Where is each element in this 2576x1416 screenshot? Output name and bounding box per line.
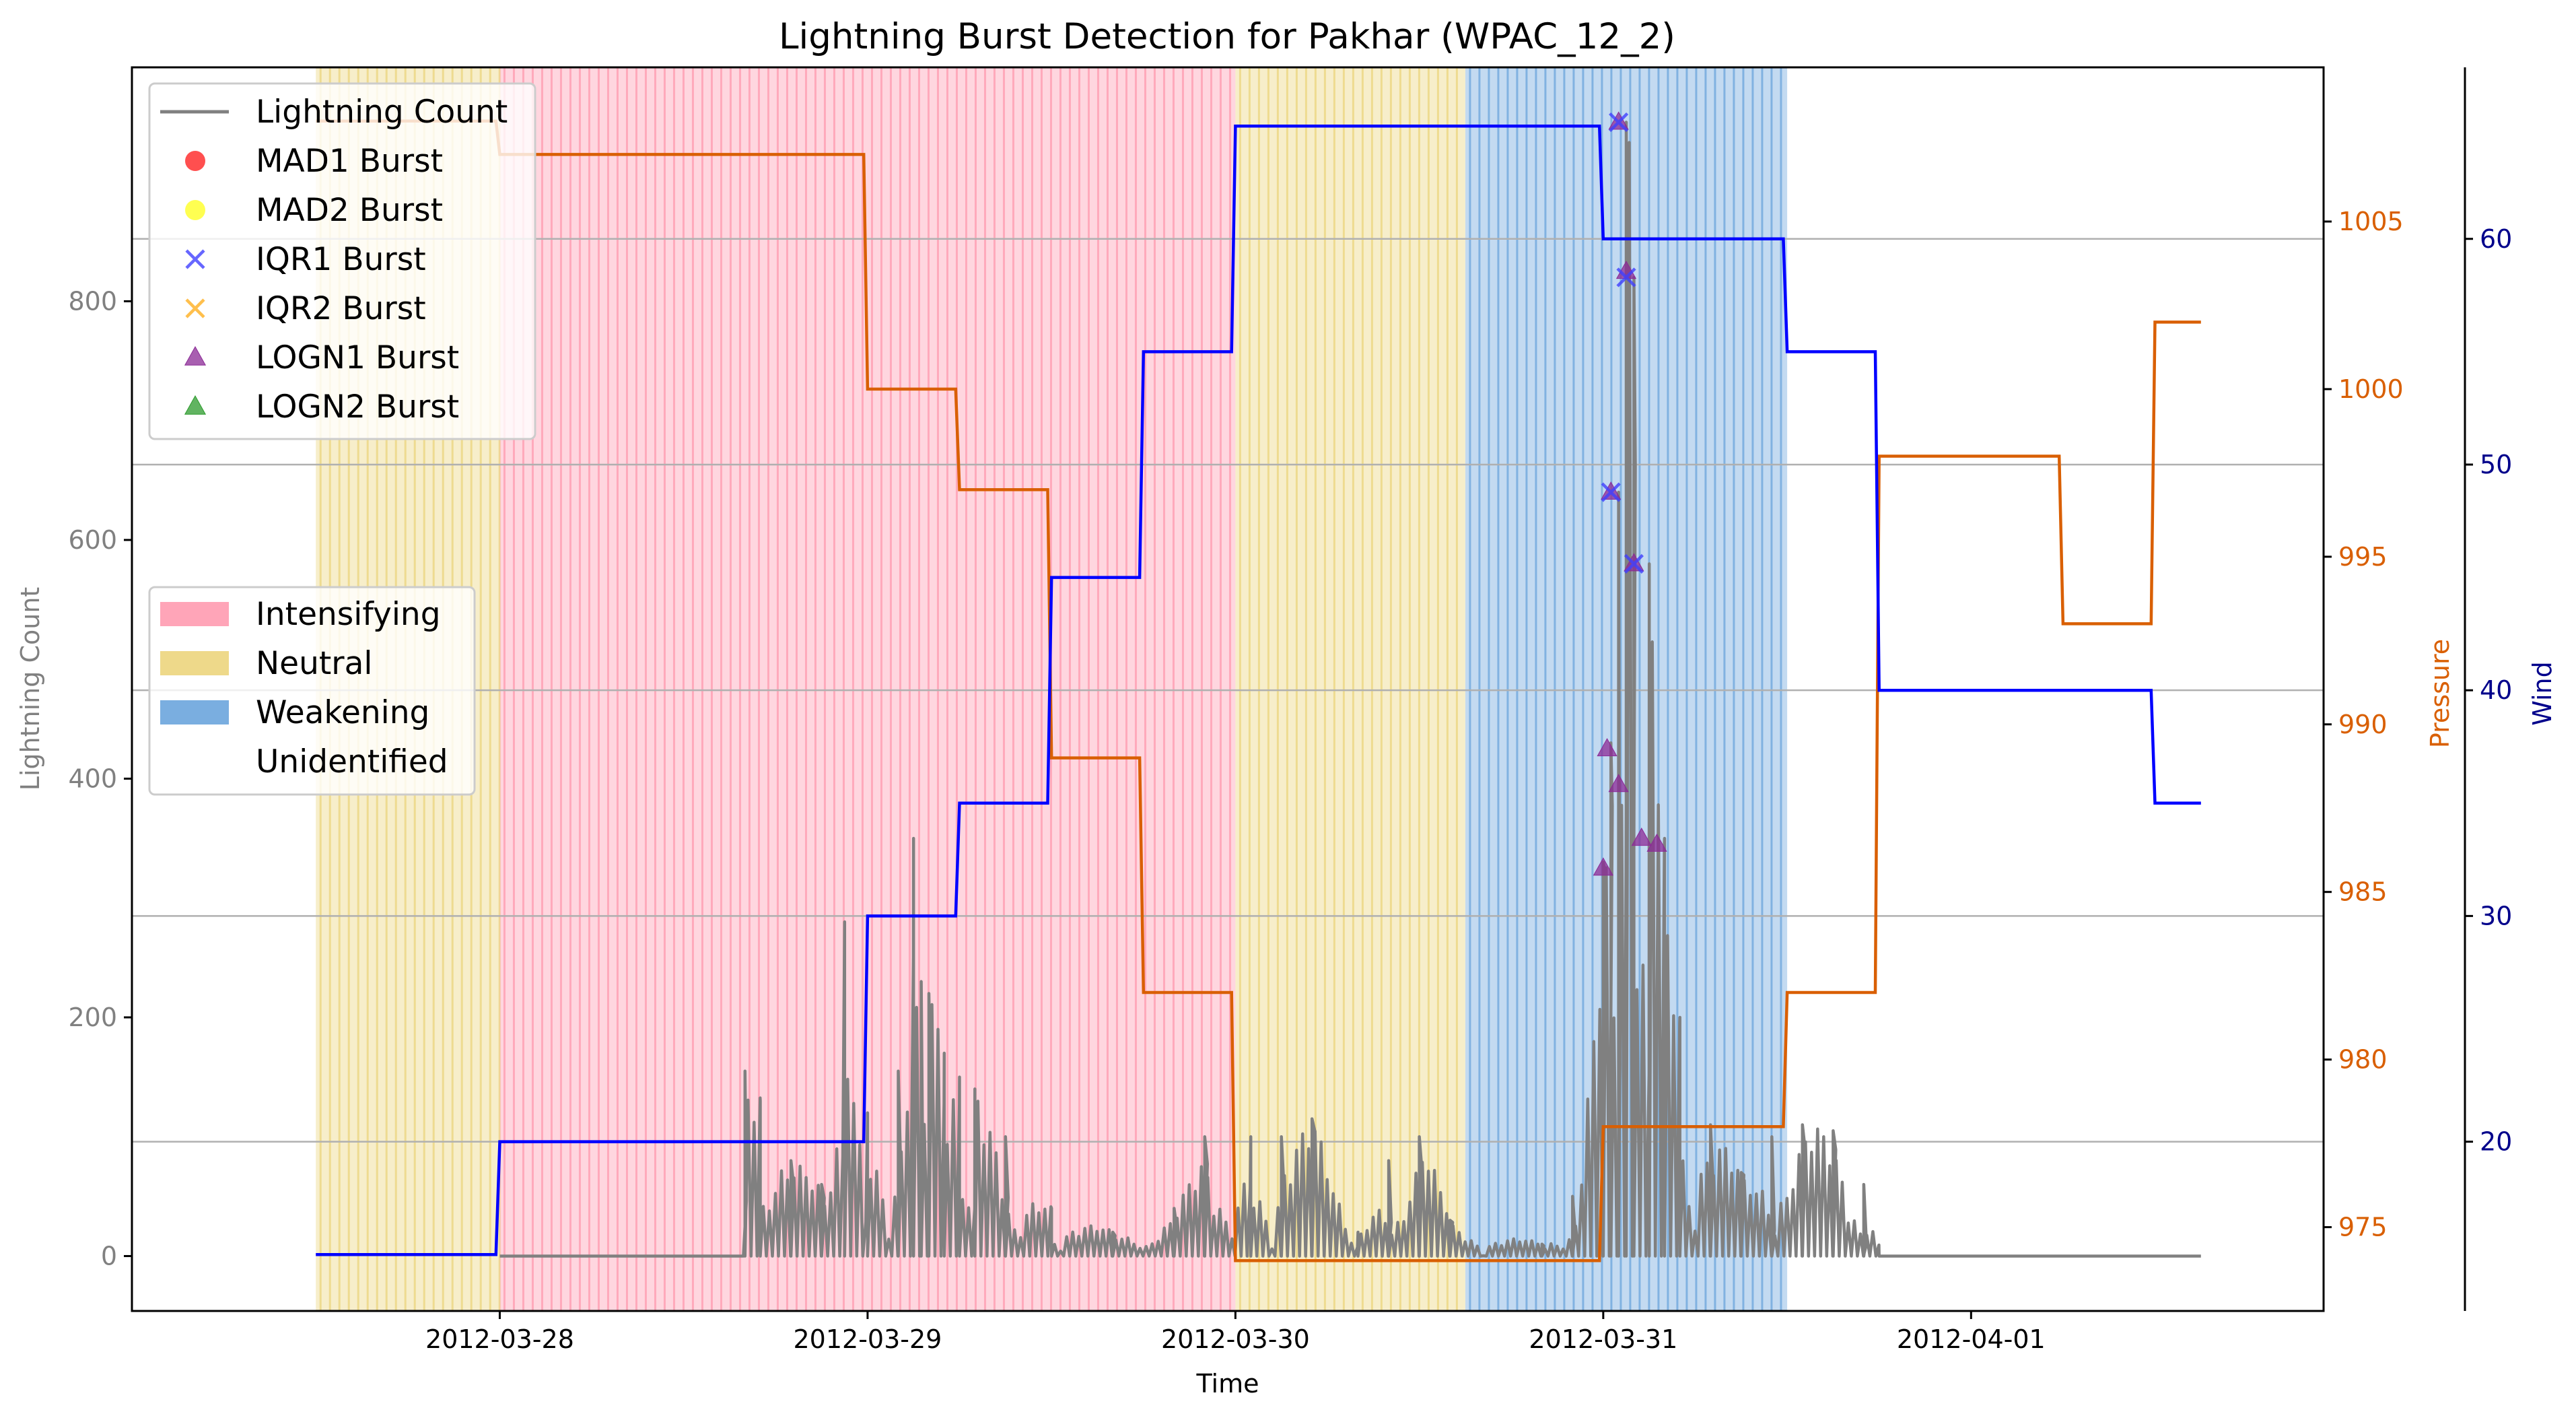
- logn1-burst-marker-7: [1631, 828, 1652, 846]
- legend-phase-label: Neutral: [256, 645, 372, 682]
- pressure-line: [316, 119, 2201, 1262]
- legend-x-swatch: [185, 298, 205, 318]
- y-pressure-tick-label: 990: [2338, 710, 2388, 739]
- phase-band-2: [1235, 67, 1465, 1311]
- legend-phase-swatch: [160, 602, 229, 626]
- logn1-burst-marker-0: [1593, 857, 1613, 876]
- chart-title: Lightning Burst Detection for Pakhar (WP…: [779, 16, 1675, 57]
- y-wind-tick-label: 50: [2480, 450, 2512, 479]
- y-left-tick-label: 0: [101, 1241, 117, 1271]
- logn1-burst-marker-3: [1608, 774, 1629, 793]
- series-lines: [316, 119, 2201, 1262]
- legend-phase-label: Intensifying: [256, 596, 441, 633]
- legend-markers: Lightning Count MAD1 Burst MAD2 Burst IQR1 …: [148, 82, 536, 440]
- plot-frame: [131, 66, 2325, 1312]
- x-tick-label: 2012-03-30: [1161, 1324, 1310, 1354]
- x-tick-label: 2012-04-01: [1897, 1324, 2046, 1354]
- phase-band-1: [499, 67, 1236, 1311]
- y-pressure-tick-label: 995: [2338, 542, 2388, 572]
- legend-phase-swatch: [160, 651, 229, 675]
- legend-label: LOGN1 Burst: [256, 339, 459, 376]
- legend-label: MAD2 Burst: [256, 192, 443, 229]
- legend-circle-swatch: [185, 151, 205, 171]
- legend-phases-box: [148, 586, 476, 796]
- y-pressure-tick-label: 980: [2338, 1045, 2388, 1075]
- y-pressure-tick-label: 1005: [2338, 207, 2404, 236]
- y-pressure-tick-label: 1000: [2338, 374, 2404, 404]
- y-wind-tick-label: 30: [2480, 901, 2512, 931]
- iqr1-burst-marker-2: [1616, 267, 1636, 288]
- lightning-count-line: [499, 121, 2201, 1258]
- axes: 0 200 400 600 800 975 980 985 990 995 1000 1005 20 30…: [68, 67, 2512, 1354]
- x-axis-label: Time: [1196, 1369, 1259, 1398]
- y-axis-label-pressure: Pressure: [2425, 639, 2455, 748]
- logn1-burst-marker-8: [1646, 833, 1667, 852]
- legend-phases: Intensifying Neutral Weakening Unidentified: [148, 586, 476, 796]
- legend-markers-box: [148, 82, 536, 440]
- y-axis-label-left: Lightning Count: [15, 587, 45, 791]
- legend-triangle-swatch: [184, 395, 207, 415]
- y-left-tick-label: 200: [68, 1003, 117, 1032]
- x-tick-label: 2012-03-28: [425, 1324, 574, 1354]
- legend-label: IQR1 Burst: [256, 241, 426, 278]
- y-wind-tick-label: 20: [2480, 1127, 2512, 1157]
- y-wind-tick-label: 60: [2480, 224, 2512, 254]
- legend-label: Lightning Count: [256, 94, 508, 131]
- legend-circle-swatch: [185, 200, 205, 220]
- legend-label: LOGN2 Burst: [256, 389, 459, 426]
- legend-phase-label: Weakening: [256, 694, 429, 731]
- legend-phase-swatch: [160, 700, 229, 724]
- wind-line: [316, 124, 2201, 1256]
- legend-triangle-swatch: [184, 345, 207, 366]
- logn1-burst-marker-1: [1597, 738, 1617, 757]
- phase-stripes-3: [1469, 67, 1782, 1311]
- x-tick-label: 2012-03-31: [1529, 1324, 1677, 1354]
- legend-phase-label: Unidentified: [256, 743, 448, 780]
- burst-markers: [1593, 111, 1667, 876]
- y-left-tick-label: 400: [68, 764, 117, 793]
- phase-stripes-2: [1239, 67, 1458, 1311]
- y-wind-tick-label: 40: [2480, 675, 2512, 705]
- legend-label: IQR2 Burst: [256, 290, 426, 327]
- iqr1-burst-marker-0: [1601, 482, 1621, 502]
- y-left-tick-label: 600: [68, 525, 117, 555]
- legend-label: MAD1 Burst: [256, 143, 443, 180]
- phase-stripes-1: [503, 67, 1231, 1311]
- y-pressure-tick-label: 985: [2338, 877, 2388, 907]
- y-left-tick-label: 800: [68, 286, 117, 316]
- iqr1-burst-marker-3: [1624, 553, 1644, 574]
- y-pressure-tick-label: 975: [2338, 1213, 2388, 1242]
- legend-x-swatch: [185, 249, 205, 269]
- x-tick-label: 2012-03-29: [794, 1324, 942, 1354]
- y-axis-label-wind: Wind: [2528, 661, 2557, 726]
- legend-phase-swatch: [160, 749, 229, 774]
- iqr1-burst-marker-1: [1609, 112, 1629, 133]
